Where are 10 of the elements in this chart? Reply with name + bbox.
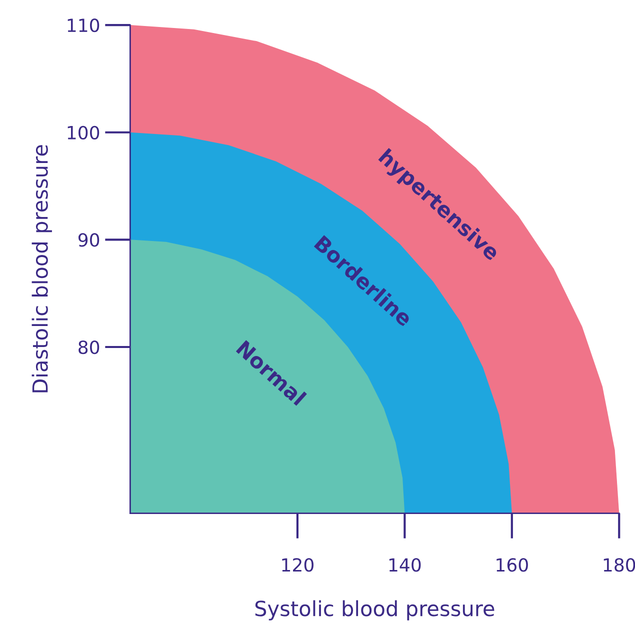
x-tick-label: 160 [496, 558, 528, 572]
x-tick-label: 140 [389, 558, 421, 572]
y-tick-label: 100 [68, 126, 100, 140]
y-tick-label: 110 [68, 18, 100, 32]
x-axis-title: Systolic blood pressure [255, 600, 494, 620]
y-tick-label: 90 [78, 233, 100, 247]
y-axis-title: Diastolic blood pressure [32, 145, 52, 392]
x-tick-label: 180 [604, 558, 635, 572]
x-tick-label: 120 [282, 558, 314, 572]
y-tick-label: 80 [78, 340, 100, 354]
